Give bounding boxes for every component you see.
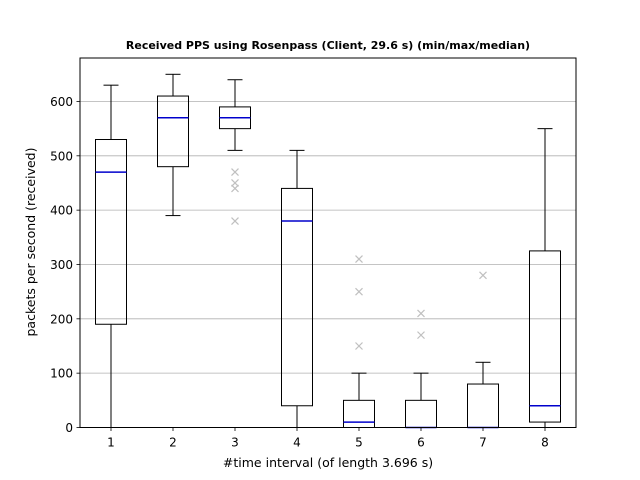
outlier-stroke (417, 331, 425, 340)
box-group (157, 73, 189, 217)
y-tick-label: 600 (50, 95, 73, 109)
grid-lines (80, 101, 576, 374)
box-iqr (157, 95, 189, 168)
outlier-stroke (231, 217, 239, 225)
outlier-point (231, 184, 239, 193)
outlier-point (355, 287, 363, 296)
chart-title: Received PPS using Rosenpass (Client, 29… (126, 39, 530, 52)
outlier-point (355, 342, 363, 350)
y-tick-label: 400 (50, 204, 73, 218)
box-iqr (467, 383, 499, 429)
box-group (219, 79, 251, 225)
outlier-point (231, 217, 239, 225)
outlier-stroke (417, 309, 425, 318)
box-group (281, 149, 313, 428)
outlier-stroke (231, 168, 239, 177)
y-tick-label: 200 (50, 312, 73, 326)
y-axis-label: packets per second (received) (23, 148, 38, 337)
x-tick-label: 8 (541, 436, 549, 450)
x-tick-label: 3 (231, 436, 239, 450)
outlier-point (417, 331, 425, 340)
box-iqr (281, 187, 313, 407)
box-group (405, 309, 437, 429)
outlier-stroke (231, 184, 239, 193)
box-iqr (343, 399, 375, 428)
box-group (95, 84, 127, 428)
axes: 0 100 200 300 400 500 600 1 2 3 4 5 6 7 8 (50, 95, 549, 450)
outlier-stroke (355, 287, 363, 296)
x-tick-label: 5 (355, 436, 363, 450)
y-tick-label: 100 (50, 367, 73, 381)
x-tick-label: 2 (169, 436, 177, 450)
box-group (467, 271, 499, 429)
box-group (529, 128, 561, 428)
box-iqr (405, 399, 437, 428)
box-iqr (95, 139, 127, 325)
outlier-point (417, 309, 425, 318)
outlier-stroke (479, 271, 487, 280)
outlier-stroke (355, 342, 363, 350)
x-axis-label: #time interval (of length 3.696 s) (223, 455, 433, 470)
box-series (95, 73, 561, 429)
outlier-point (479, 271, 487, 280)
box-iqr (529, 250, 561, 423)
x-tick-label: 1 (107, 436, 115, 450)
outlier-point (355, 255, 363, 263)
y-tick-label: 500 (50, 149, 73, 163)
outlier-stroke (355, 255, 363, 263)
x-tick-label: 4 (293, 436, 301, 450)
outlier-point (231, 168, 239, 177)
y-tick-label: 300 (50, 258, 73, 272)
plot-frame (79, 57, 577, 428)
x-tick-label: 7 (479, 436, 487, 450)
x-tick-label: 6 (417, 436, 425, 450)
box-group (343, 255, 375, 428)
y-tick-label: 0 (65, 421, 73, 435)
